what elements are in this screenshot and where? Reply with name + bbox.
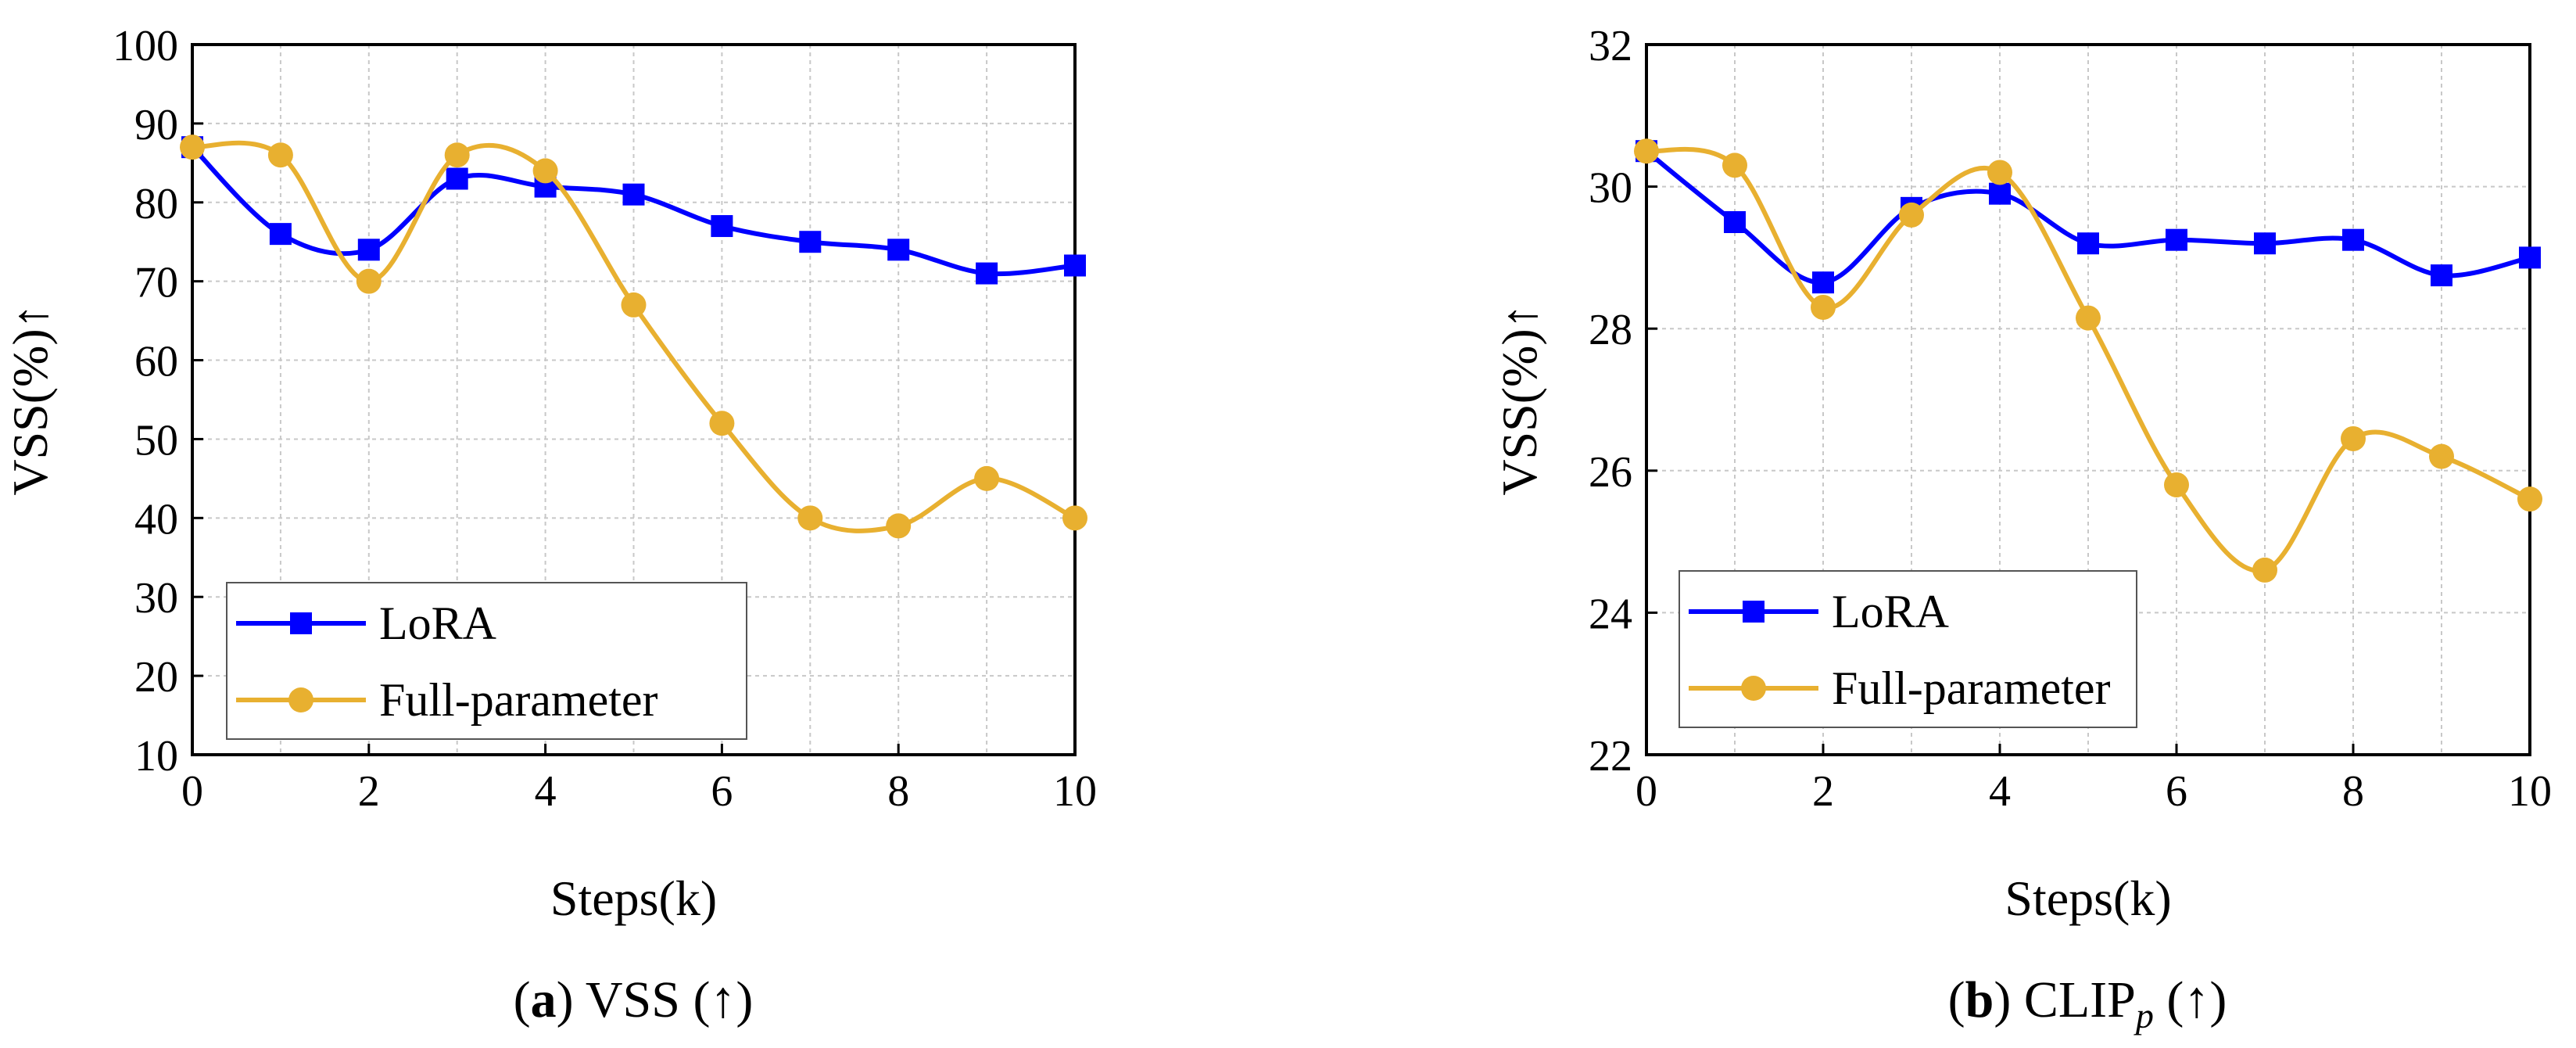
y-tick-label: 20 [134, 653, 178, 702]
legend-box [1679, 570, 2137, 728]
series-line-full-parameter [192, 140, 1077, 533]
x-tick-label: 4 [535, 767, 557, 816]
data-point-lora [269, 223, 292, 246]
x-tick-label: 8 [887, 767, 909, 816]
series-line-lora [1645, 149, 2531, 285]
y-tick-label: 80 [134, 180, 178, 228]
data-point-full-parameter [886, 513, 912, 539]
legend-label: LoRA [379, 598, 496, 649]
y-tick-label: 100 [113, 22, 178, 70]
data-point-full-parameter [974, 465, 1000, 491]
data-point-full-parameter [1062, 505, 1087, 531]
plot-frame [1645, 43, 2531, 756]
data-point-full-parameter [709, 411, 735, 436]
data-point-lora [2519, 246, 2541, 269]
y-tick-label: 90 [134, 101, 178, 149]
data-point-full-parameter [356, 268, 382, 294]
y-tick-label: 40 [134, 495, 178, 544]
legend-marker-full-parameter [288, 687, 313, 712]
data-point-full-parameter [1899, 202, 1924, 228]
data-point-full-parameter [2341, 425, 2366, 451]
x-axis-label: Steps(k) [550, 870, 717, 926]
data-point-full-parameter [1987, 160, 2012, 185]
y-tick-label: 10 [134, 732, 178, 781]
data-point-lora [622, 183, 645, 206]
y-axis-label: VSS(%)↑ [1492, 303, 1547, 495]
subfigure-caption: (b) CLIPp (↑) [1948, 971, 2227, 1035]
data-point-full-parameter [621, 292, 647, 318]
legend-marker-full-parameter [1741, 676, 1766, 701]
y-tick-label: 30 [1589, 164, 1632, 213]
legend-marker-lora [1743, 601, 1765, 623]
subfigure-caption: (a) VSS (↑) [514, 971, 754, 1028]
data-point-lora [1989, 182, 2011, 205]
y-tick-label: 30 [134, 574, 178, 623]
data-point-full-parameter [1634, 138, 1659, 164]
data-point-lora [1812, 271, 1834, 294]
data-point-lora [799, 231, 822, 253]
x-tick-label: 10 [1053, 767, 1097, 816]
y-tick-label: 70 [134, 259, 178, 307]
data-point-lora [711, 215, 733, 238]
data-point-lora [1724, 211, 1746, 233]
data-point-lora [357, 239, 380, 261]
data-point-lora [2166, 228, 2187, 251]
y-tick-label: 26 [1589, 448, 1632, 497]
y-tick-label: 50 [134, 416, 178, 465]
data-point-full-parameter [267, 142, 293, 168]
data-point-full-parameter [1722, 153, 1747, 178]
data-point-lora [2342, 228, 2364, 251]
data-point-lora [1064, 254, 1086, 277]
legend-label: Full-parameter [1832, 662, 2111, 714]
y-tick-label: 32 [1589, 22, 1632, 70]
data-point-full-parameter [532, 158, 558, 184]
data-point-full-parameter [444, 142, 470, 168]
data-point-full-parameter [2164, 472, 2189, 497]
x-tick-label: 8 [2342, 767, 2364, 816]
y-tick-label: 60 [134, 338, 178, 386]
data-point-full-parameter [180, 135, 205, 160]
data-point-lora [2254, 232, 2276, 255]
y-tick-label: 22 [1589, 732, 1632, 781]
x-tick-label: 2 [358, 767, 380, 816]
legend-box [226, 582, 747, 740]
data-point-lora [2431, 264, 2452, 287]
x-tick-label: 10 [2508, 767, 2552, 816]
x-tick-label: 6 [711, 767, 733, 816]
legend-label: LoRA [1832, 586, 1949, 637]
legend-label: Full-parameter [379, 674, 658, 726]
plot-frame [191, 43, 1077, 756]
chart-a: 10 20 30 40 50 60 70 80 90 100 0 2 4 6 8 10 Steps(k) VSS(… [2, 22, 1097, 1028]
data-point-full-parameter [2076, 305, 2101, 331]
data-point-full-parameter [2429, 443, 2454, 469]
x-tick-label: 0 [181, 767, 203, 816]
data-point-full-parameter [797, 505, 823, 531]
data-point-full-parameter [2517, 486, 2542, 512]
x-tick-label: 6 [2166, 767, 2187, 816]
x-tick-label: 4 [1989, 767, 2011, 816]
data-point-full-parameter [1811, 294, 1836, 320]
data-point-lora [976, 262, 998, 285]
legend-marker-lora [290, 612, 312, 634]
data-point-lora [446, 167, 468, 190]
data-point-full-parameter [2252, 557, 2277, 583]
x-tick-label: 0 [1636, 767, 1657, 816]
x-tick-label: 2 [1812, 767, 1834, 816]
data-point-lora [2077, 232, 2099, 255]
x-axis-label: Steps(k) [2005, 870, 2171, 926]
legend: LoRA Full-parameter [1679, 570, 2137, 728]
data-point-lora [887, 239, 910, 261]
y-tick-label: 24 [1589, 590, 1632, 638]
y-axis-label: VSS(%)↑ [2, 303, 58, 495]
y-tick-label: 28 [1589, 306, 1632, 354]
legend: LoRA Full-parameter [226, 582, 747, 740]
